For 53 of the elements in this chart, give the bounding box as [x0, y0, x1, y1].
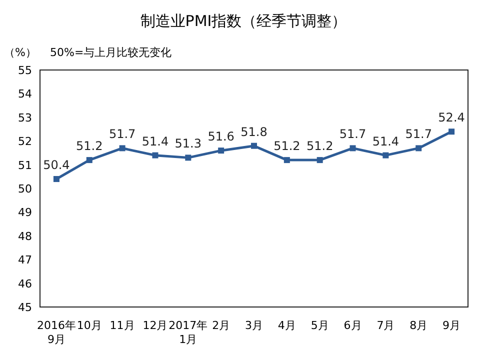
y-tick-label: 45 — [18, 301, 32, 314]
x-tick-label: 5月 — [310, 319, 329, 332]
point — [448, 128, 455, 135]
data-label: 51.6 — [208, 130, 234, 144]
point — [416, 145, 422, 152]
point — [152, 152, 158, 158]
x-tick-label: 7月 — [376, 319, 395, 332]
data-label: 51.2 — [76, 139, 103, 154]
y-tick-label: 55 — [18, 64, 32, 77]
x-tick-label: 2月 — [212, 319, 230, 332]
y-tick-label: 52 — [18, 135, 32, 148]
y-tick-label: 49 — [18, 206, 32, 220]
y-tick-label: 53 — [18, 111, 32, 124]
chart-title: 制造业PMI指数（经季节调整） — [140, 12, 347, 30]
point — [350, 145, 356, 152]
y-tick-label: 54 — [18, 88, 32, 101]
text: 50%=与上月比较无变化 — [50, 46, 172, 59]
data-label: 51.7 — [339, 127, 366, 142]
point — [316, 157, 323, 164]
data-label: 51.2 — [274, 139, 300, 154]
point — [86, 157, 92, 164]
y-axis-title: （%） — [4, 46, 36, 59]
y-tick-label: 48 — [18, 230, 32, 243]
x-tick-label: 6月 — [344, 319, 362, 332]
y-tick-label: 46 — [18, 277, 32, 290]
y-tick-label: 51 — [18, 158, 32, 172]
data-label: 51.7 — [405, 127, 432, 142]
x-tick-label: 2016年 9月 — [36, 319, 76, 346]
data-label: 51.8 — [240, 124, 268, 139]
data-label: 51.7 — [108, 127, 136, 142]
point — [284, 157, 290, 164]
x-tick-label: 4月 — [278, 319, 296, 332]
point — [218, 148, 224, 154]
point — [185, 154, 192, 161]
y-tick-label: 47 — [18, 254, 32, 267]
data-label: 51.3 — [174, 136, 202, 151]
data-label: 52.4 — [438, 110, 465, 125]
point — [251, 142, 257, 149]
point — [53, 176, 60, 182]
x-tick-label: 9月 — [442, 319, 461, 332]
x-tick-label: 8月 — [410, 319, 428, 332]
x-tick-label: 11月 — [110, 319, 135, 332]
y-tick-label: 50 — [18, 182, 32, 196]
data-label: 51.4 — [142, 134, 169, 148]
x-tick-label: 10月 — [76, 319, 102, 332]
data-label: 50.4 — [43, 158, 70, 172]
data-label: 51.2 — [306, 139, 334, 154]
point — [382, 152, 389, 158]
x-tick-label: 12月 — [142, 319, 168, 332]
point — [119, 145, 126, 152]
x-tick-label: 2017年 1月 — [168, 319, 208, 346]
x-tick-label: 3月 — [245, 319, 263, 332]
data-label: 51.4 — [372, 134, 400, 148]
